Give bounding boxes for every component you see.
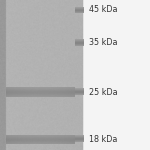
Text: 45 kDa: 45 kDa [89,5,118,14]
Text: 35 kDa: 35 kDa [89,38,118,47]
Text: 18 kDa: 18 kDa [89,135,118,144]
Text: 25 kDa: 25 kDa [89,88,118,97]
